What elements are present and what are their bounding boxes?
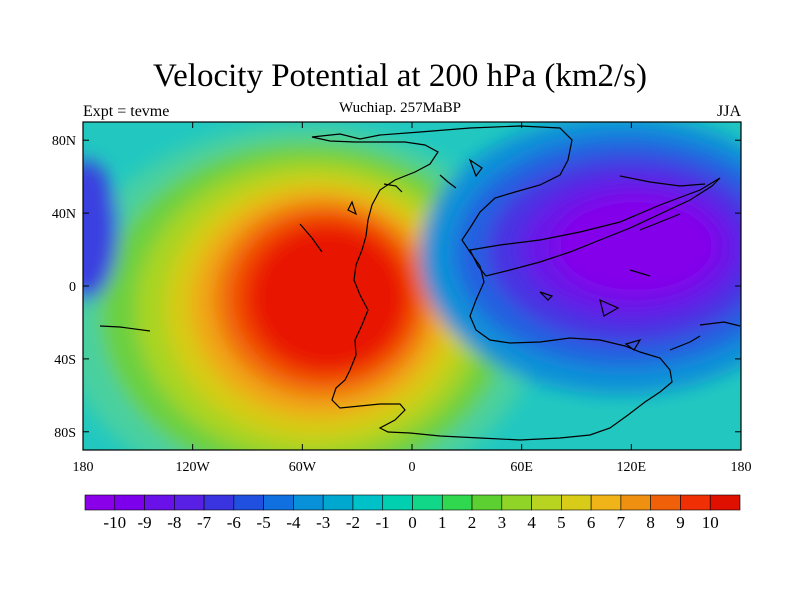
colorbar-swatch [233,494,264,511]
colorbar-swatch [471,494,503,511]
subtitle: Wuchiap. 257MaBP [339,100,461,116]
colorbar-swatch [412,494,443,511]
colorbar-label: 6 [587,513,596,532]
colorbar-label: -6 [227,513,241,532]
experiment-label: Expt = tevme [83,103,170,120]
lat-tick-label: 0 [69,280,76,295]
colorbar-label: -4 [286,513,301,532]
colorbar-swatch [352,494,384,511]
colorbar-swatch [144,494,175,511]
island-10 [624,339,642,351]
lat-tick-label: 80S [54,426,76,441]
colorbar-label: 4 [527,513,536,532]
island-12 [99,325,151,332]
island-5 [619,175,706,187]
colorbar-swatch [709,494,741,511]
colorbar-label: 7 [617,513,626,532]
lon-tick-label: 120W [176,460,211,475]
colorbar-label: -9 [137,513,151,532]
island-14 [468,158,483,178]
lat-tick-label: 40S [54,353,76,368]
colorbar-swatch [650,494,681,511]
colorbar-swatch [382,494,413,511]
colorbar-swatch [620,494,651,511]
lon-tick-label: 60E [510,460,533,475]
colorbar-label: -10 [103,513,126,532]
colorbar: -10 -9 -8 -7 -6 -5 -4 -3 -2 -1 0 1 2 3 4 5 6 7 8 9 10 [84,494,741,532]
colorbar-label: -5 [257,513,271,532]
tethys-coastline [469,177,721,277]
island-3 [383,183,403,193]
lat-tick-label: 40N [52,207,76,222]
lon-tick-label: 60W [289,460,317,475]
island-11 [699,321,741,327]
lon-tick-label: 180 [731,460,752,475]
colorbar-label: 5 [557,513,566,532]
colorbar-swatch [680,494,711,511]
colorbar-swatch [590,494,622,511]
latitude-axis: 80N 40N 0 40S 80S [52,134,741,441]
colorbar-label: 1 [438,513,447,532]
colorbar-swatch [114,494,145,511]
colorbar-swatch [531,494,562,511]
colorbar-swatch [203,494,235,511]
colorbar-label: 10 [702,513,719,532]
colorbar-swatch [84,494,116,511]
colorbar-label: 0 [408,513,417,532]
island-6 [639,213,681,231]
lon-tick-label: 0 [409,460,416,475]
island-1 [299,223,323,253]
colorbar-swatch [441,494,473,511]
colorbar-swatch [561,494,592,511]
colorbar-label: 8 [646,513,655,532]
longitude-axis: 180 120W 60W 0 60E 120E 180 [73,122,752,475]
colorbar-label: -1 [376,513,390,532]
velocity-potential-field [83,122,741,450]
lon-tick-label: 180 [73,460,94,475]
coastlines [99,125,741,441]
island-8 [629,269,651,277]
colorbar-swatch [263,494,294,511]
island-4 [439,174,457,189]
colorbar-swatch [293,494,324,511]
island-7 [599,298,620,317]
island-9 [669,335,701,351]
colorbar-swatch [322,494,354,511]
colorbar-label: -7 [197,513,212,532]
colorbar-label: -2 [346,513,360,532]
colorbar-label: 9 [676,513,685,532]
page-title: Velocity Potential at 200 hPa (km2/s) [152,58,648,94]
colorbar-label: 3 [498,513,507,532]
lon-tick-label: 120E [617,460,647,475]
lat-tick-label: 80N [52,134,76,149]
colorbar-label: -3 [316,513,330,532]
colorbar-label: -8 [167,513,181,532]
island-13 [539,291,554,301]
pangea-coastline [311,125,673,441]
colorbar-label: 2 [468,513,477,532]
colorbar-swatch [174,494,205,511]
season-label: JJA [716,103,741,120]
colorbar-swatch [501,494,532,511]
island-2 [347,200,358,216]
